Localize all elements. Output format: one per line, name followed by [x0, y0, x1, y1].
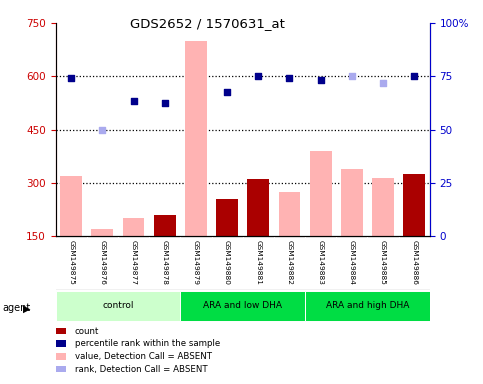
Text: GSM149877: GSM149877: [130, 240, 137, 285]
Bar: [216, 199, 238, 236]
Bar: [91, 229, 113, 236]
Text: value, Detection Call = ABSENT: value, Detection Call = ABSENT: [75, 352, 212, 361]
Bar: [403, 174, 425, 236]
Text: GSM149879: GSM149879: [193, 240, 199, 285]
Point: [129, 98, 137, 104]
Text: GSM149880: GSM149880: [224, 240, 230, 285]
Text: rank, Detection Call = ABSENT: rank, Detection Call = ABSENT: [75, 364, 208, 374]
Text: GSM149886: GSM149886: [411, 240, 417, 285]
Text: percentile rank within the sample: percentile rank within the sample: [75, 339, 220, 348]
Text: GSM149882: GSM149882: [286, 240, 293, 285]
Point: [161, 100, 169, 106]
Bar: [123, 218, 144, 236]
Text: control: control: [102, 301, 134, 310]
Bar: [372, 177, 394, 236]
Text: GSM149876: GSM149876: [99, 240, 105, 285]
Point: [348, 73, 356, 79]
Text: ▶: ▶: [23, 303, 31, 313]
Text: ARA and low DHA: ARA and low DHA: [203, 301, 282, 310]
Text: GSM149878: GSM149878: [162, 240, 168, 285]
Bar: [341, 169, 363, 236]
Text: ARA and high DHA: ARA and high DHA: [326, 301, 409, 310]
Bar: [154, 215, 176, 236]
Bar: [310, 151, 332, 236]
Text: GSM149885: GSM149885: [380, 240, 386, 285]
Text: count: count: [75, 326, 99, 336]
Text: GSM149881: GSM149881: [256, 240, 261, 285]
Bar: [247, 179, 269, 236]
Point: [379, 80, 387, 86]
FancyBboxPatch shape: [56, 291, 180, 321]
Bar: [60, 176, 82, 236]
Point: [317, 77, 325, 83]
Bar: [185, 41, 207, 236]
Text: agent: agent: [2, 303, 30, 313]
Bar: [279, 192, 300, 236]
FancyBboxPatch shape: [180, 291, 305, 321]
Point: [255, 73, 262, 79]
Point: [411, 73, 418, 79]
Text: GSM149875: GSM149875: [68, 240, 74, 285]
Text: GSM149883: GSM149883: [318, 240, 324, 285]
FancyBboxPatch shape: [305, 291, 430, 321]
Point: [223, 89, 231, 95]
Point: [99, 126, 106, 132]
Point: [285, 75, 293, 81]
Text: GDS2652 / 1570631_at: GDS2652 / 1570631_at: [130, 17, 285, 30]
Point: [67, 75, 75, 81]
Text: GSM149884: GSM149884: [349, 240, 355, 285]
